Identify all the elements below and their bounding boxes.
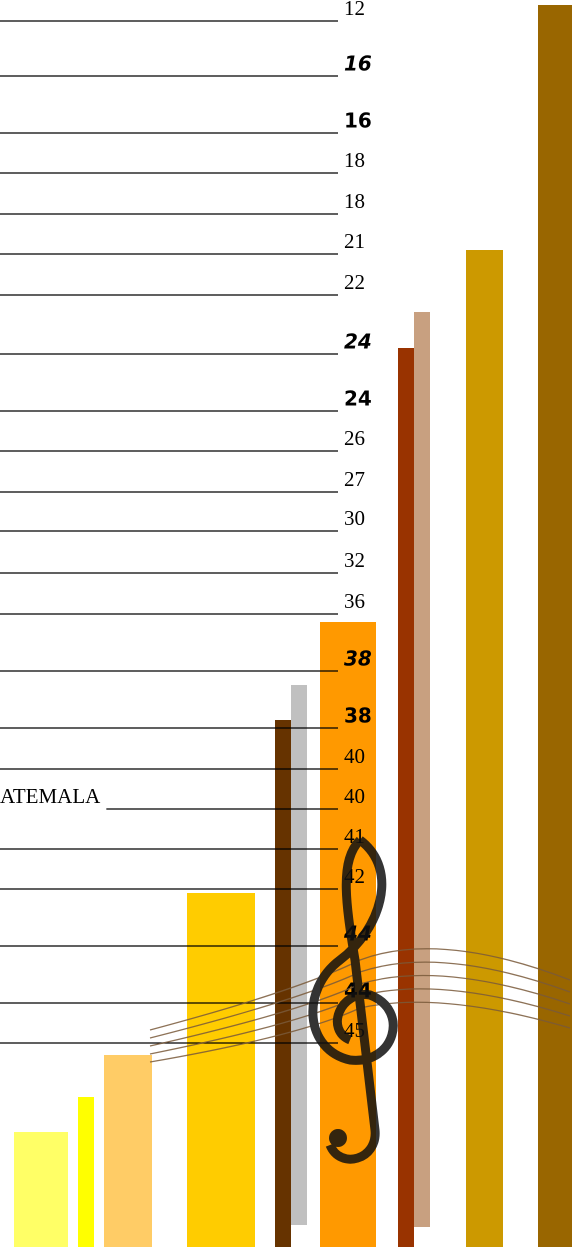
bar [291,685,307,1225]
page-number: 27 [344,467,365,491]
page-number: 12 [344,0,365,20]
bar [78,1097,94,1247]
page-number: 24 [344,387,372,411]
bar [538,5,572,1247]
page-number: 24 [344,330,372,354]
page-number: 16 [344,52,372,76]
bar [414,312,430,1227]
page-number: 40 [344,744,365,768]
toc-rows: 12 16 16 18 18 21 22 24 24 26 27 30 32 36 38 38 40 ATEMAL… [0,0,372,1044]
clef-decoration [149,836,571,1164]
page-number: 32 [344,548,365,572]
entry-title: ATEMALA [0,784,101,808]
page-number: 18 [344,189,365,213]
bar [14,1132,68,1247]
page-number: 21 [344,229,365,253]
page-number: 18 [344,148,365,172]
decorative-bars [14,5,572,1247]
page-number: 16 [344,109,372,133]
bar [187,893,255,1247]
bar [398,348,414,1247]
page-number: 26 [344,426,365,450]
page-number: 30 [344,506,365,530]
page-number: 22 [344,270,365,294]
bar [275,720,291,1247]
page-number: 38 [344,647,372,671]
bar [104,1055,152,1247]
page-number: 36 [344,589,365,613]
page-number: 38 [344,704,372,728]
bar [466,250,503,1247]
page-number: 40 [344,784,365,808]
